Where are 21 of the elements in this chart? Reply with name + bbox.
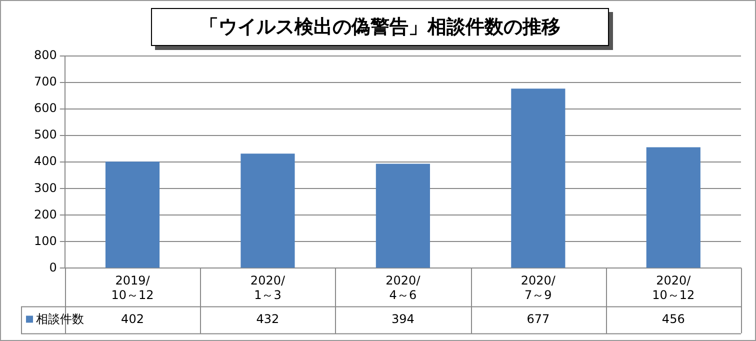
data-label: 432 xyxy=(256,312,280,326)
x-tick-label: 2020/4～6 xyxy=(386,274,422,302)
legend-label: 相談件数 xyxy=(36,312,84,326)
y-tick-label: 300 xyxy=(34,180,57,195)
y-tick-label: 700 xyxy=(34,74,57,89)
x-tick-label: 2020/1～3 xyxy=(250,274,286,302)
y-tick-label: 800 xyxy=(34,48,57,62)
data-label: 677 xyxy=(526,312,550,326)
data-label: 456 xyxy=(662,312,685,326)
y-tick-label: 600 xyxy=(34,101,57,116)
chart-title: 「ウイルス検出の偽警告」相談件数の推移 xyxy=(151,8,609,46)
data-label: 402 xyxy=(121,312,144,326)
x-tick-label: 2020/10～12 xyxy=(652,274,695,302)
y-tick-label: 0 xyxy=(49,260,57,274)
x-tick-label: 2019/10～12 xyxy=(111,274,154,302)
y-tick-label: 400 xyxy=(34,154,57,168)
y-tick-label: 200 xyxy=(34,207,57,222)
y-tick-label: 100 xyxy=(34,234,57,248)
y-tick-label: 500 xyxy=(34,128,57,142)
x-tick-label: 2020/7～9 xyxy=(520,274,556,302)
data-label: 394 xyxy=(392,312,414,326)
